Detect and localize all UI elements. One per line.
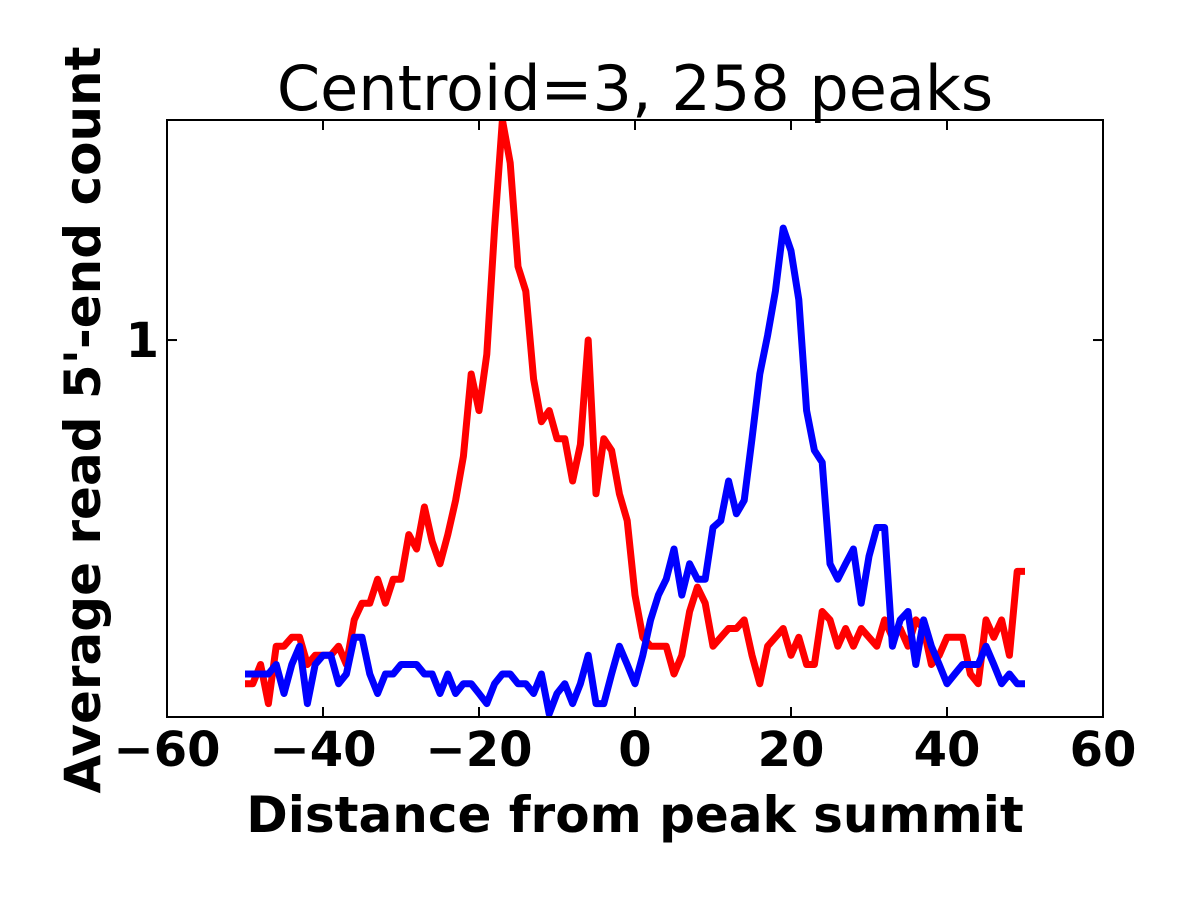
y-axis-label: Average read 5'-end count — [54, 46, 112, 793]
x-axis-label: Distance from peak summit — [246, 786, 1024, 844]
chart-title: Centroid=3, 258 peaks — [277, 52, 993, 125]
x-tick-label: 0 — [618, 722, 651, 778]
y-tick-label: 1 — [126, 313, 159, 369]
x-tick-label: −20 — [425, 722, 532, 778]
x-tick-label: 20 — [758, 722, 825, 778]
plot-lines — [245, 120, 1025, 717]
x-tick-label: 40 — [914, 722, 981, 778]
x-tick-label: −40 — [269, 722, 376, 778]
x-tick-label: 60 — [1070, 722, 1137, 778]
x-tick-label: −60 — [113, 722, 220, 778]
line-series — [245, 224, 1025, 717]
